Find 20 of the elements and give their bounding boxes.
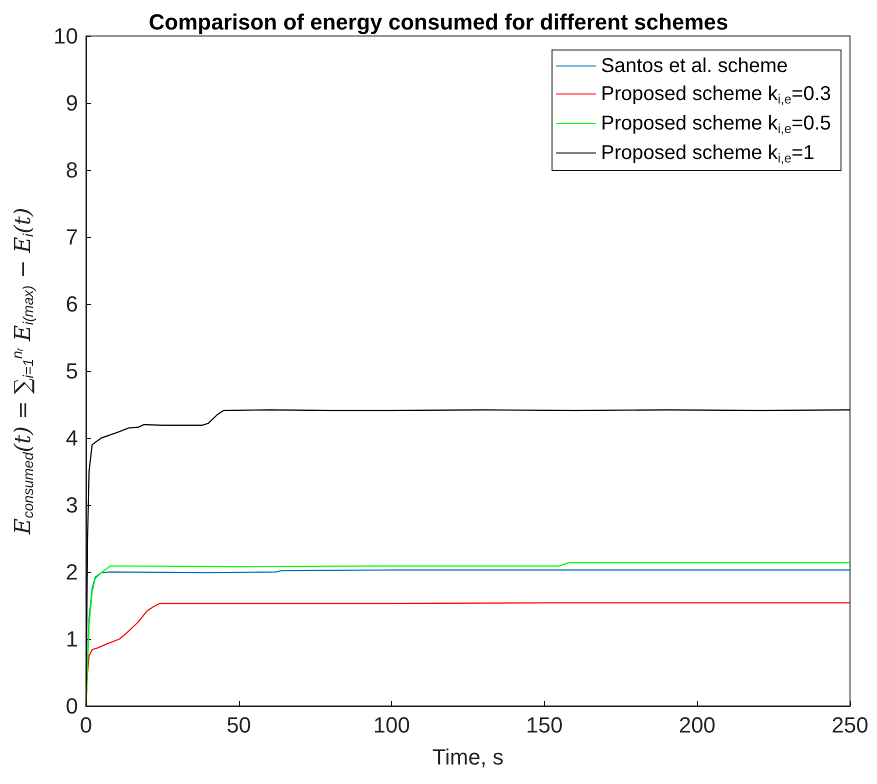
- legend-label: Santos et al. scheme: [601, 55, 788, 77]
- x-tick-label: 250: [832, 712, 868, 738]
- y-tick-label: 8: [66, 158, 78, 182]
- x-tick-label: 100: [373, 712, 410, 738]
- y-tick-label: 7: [66, 224, 78, 250]
- y-tick-label: 9: [66, 90, 78, 116]
- y-tick-label: 6: [66, 292, 78, 316]
- y-tick-label: 4: [66, 426, 78, 450]
- x-tick-label: 150: [526, 712, 563, 738]
- y-tick-label: 0: [66, 694, 78, 718]
- y-tick-label: 3: [66, 492, 78, 518]
- y-tick-label: 10: [54, 24, 78, 48]
- y-tick-label: 5: [66, 358, 78, 384]
- chart-title: Comparison of energy consumed for different schemes: [148, 10, 728, 34]
- y-tick-label: 2: [66, 560, 78, 584]
- y-tick-label: 1: [66, 626, 78, 652]
- text: Econsumed(t) = ∑i=1nᵣ Ei(max) − Ei(t): [10, 208, 37, 534]
- x-axis-title: Time, s: [432, 744, 504, 770]
- x-tick-label: 50: [226, 712, 252, 738]
- x-tick-label: 200: [678, 712, 716, 738]
